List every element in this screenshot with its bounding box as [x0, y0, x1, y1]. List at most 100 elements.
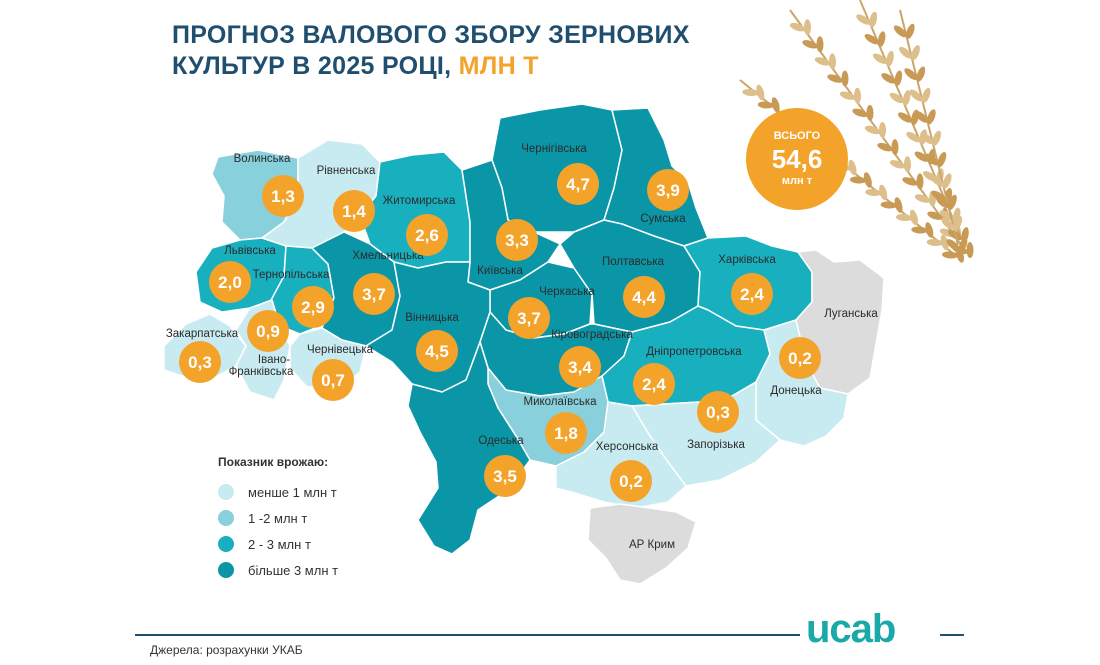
wheat-grain — [946, 239, 960, 251]
wheat-grain — [939, 210, 954, 221]
wheat-grain — [889, 92, 904, 104]
wheat-grain — [879, 184, 888, 201]
wheat-grain — [827, 74, 843, 83]
region-label: Харківська — [718, 254, 776, 266]
value-label: 4,5 — [425, 342, 449, 361]
legend-swatch — [218, 536, 234, 552]
value-bubble — [416, 330, 458, 372]
wheat-grain — [742, 88, 759, 97]
wheat-grain — [877, 31, 886, 48]
region-label: Луганська — [824, 308, 878, 320]
wheat-grain — [803, 19, 812, 36]
wheat-grain — [909, 89, 923, 102]
wheat-grain — [878, 122, 887, 138]
region-label: Дніпропетровська — [646, 346, 742, 358]
region-label: Миколаївська — [523, 396, 597, 408]
legend: Показник врожаю: менше 1 млн т 1 -2 млн … — [218, 455, 338, 583]
wheat-grain — [757, 101, 774, 109]
legend-swatch — [218, 562, 234, 578]
region-label: Полтавська — [602, 256, 665, 268]
source-note: Джерела: розрахунки УКАБ — [150, 643, 303, 657]
value-bubble — [647, 169, 689, 211]
wheat-grain — [906, 131, 921, 143]
wheat-grain — [966, 242, 974, 258]
wheat-grain — [902, 177, 918, 186]
region-херсонська — [555, 401, 687, 509]
value-label: 3,5 — [493, 467, 517, 486]
wheat-grain — [930, 175, 944, 187]
wheat-grain — [916, 66, 926, 82]
wheat-grain — [880, 201, 897, 209]
wheat-grain — [853, 87, 862, 104]
wheat-grain — [877, 142, 893, 152]
wheat-grain — [914, 110, 928, 123]
wheat-grain — [891, 139, 899, 156]
value-bubble — [610, 460, 652, 502]
region-чернігівська — [491, 103, 623, 233]
value-label: 3,4 — [568, 358, 592, 377]
region-label: Чернігівська — [521, 143, 587, 155]
region-label: Тернопільська — [253, 269, 330, 281]
wheat-grain — [926, 238, 943, 247]
value-label: 2,0 — [218, 273, 242, 292]
legend-label: більше 3 млн т — [248, 562, 339, 578]
value-label: 4,7 — [566, 175, 590, 194]
wheat-grain — [789, 22, 806, 32]
title-line1: ПРОГНОЗ ВАЛОВОГО ЗБОРУ ЗЕРНОВИХ — [172, 21, 690, 49]
wheat-grain — [864, 33, 879, 45]
wheat-grain — [921, 87, 931, 104]
region-label: Одеська — [478, 435, 524, 447]
value-bubble — [292, 286, 334, 328]
wheat-grain — [902, 90, 911, 106]
wheat-grain — [936, 196, 949, 209]
value-label: 2,9 — [301, 298, 325, 317]
value-label: 3,9 — [656, 181, 680, 200]
wheat-grain — [771, 97, 780, 113]
region-label: Донецька — [770, 385, 822, 397]
wheat-grain — [869, 11, 878, 28]
region-label: Чернівецька — [307, 344, 374, 356]
value-bubble — [353, 273, 395, 315]
region-label: АР Крим — [629, 539, 675, 551]
legend-label: 1 -2 млн т — [248, 510, 308, 526]
wheat-grain — [927, 109, 936, 125]
wheat-grain — [905, 23, 915, 39]
legend-item: більше 3 млн т — [218, 557, 338, 583]
wheat-grain — [828, 53, 837, 70]
wheat-grain — [852, 108, 868, 118]
value-bubble — [559, 346, 601, 388]
region-label: Вінницька — [405, 312, 459, 324]
wheat-grain — [925, 153, 939, 166]
value-bubble — [496, 219, 538, 261]
value-label: 0,3 — [706, 403, 730, 422]
wheat-grain — [932, 130, 941, 146]
region-ар-крим — [587, 503, 697, 585]
value-bubble — [262, 175, 304, 217]
wheat-grain — [849, 176, 866, 184]
value-label: 3,3 — [505, 231, 529, 250]
wheat-grain — [942, 173, 952, 189]
wheat-grain — [927, 211, 943, 220]
wheat-grain — [895, 213, 912, 222]
wheat-grain — [941, 217, 955, 230]
value-label: 4,4 — [632, 288, 656, 307]
wheat-grain — [909, 209, 918, 226]
value-bubble — [247, 310, 289, 352]
page-title: ПРОГНОЗ ВАЛОВОГО ЗБОРУ ЗЕРНОВИХ КУЛЬТУР … — [172, 20, 690, 82]
wheat-grain — [865, 188, 882, 197]
wheat-grain — [948, 194, 957, 210]
region-label: Закарпатська — [166, 328, 239, 340]
value-label: 0,2 — [788, 349, 812, 368]
wheat-grain — [814, 57, 831, 66]
wheat-grain — [856, 14, 871, 25]
legend-swatch — [218, 510, 234, 526]
region-label: Волинська — [234, 153, 291, 165]
value-bubble — [312, 359, 354, 401]
value-bubble — [557, 163, 599, 205]
wheat-grain — [903, 156, 912, 173]
wheat-grain — [914, 151, 929, 162]
region-label: Львівська — [224, 245, 276, 257]
wheat-grain — [937, 151, 947, 168]
legend-title: Показник врожаю: — [218, 455, 329, 469]
